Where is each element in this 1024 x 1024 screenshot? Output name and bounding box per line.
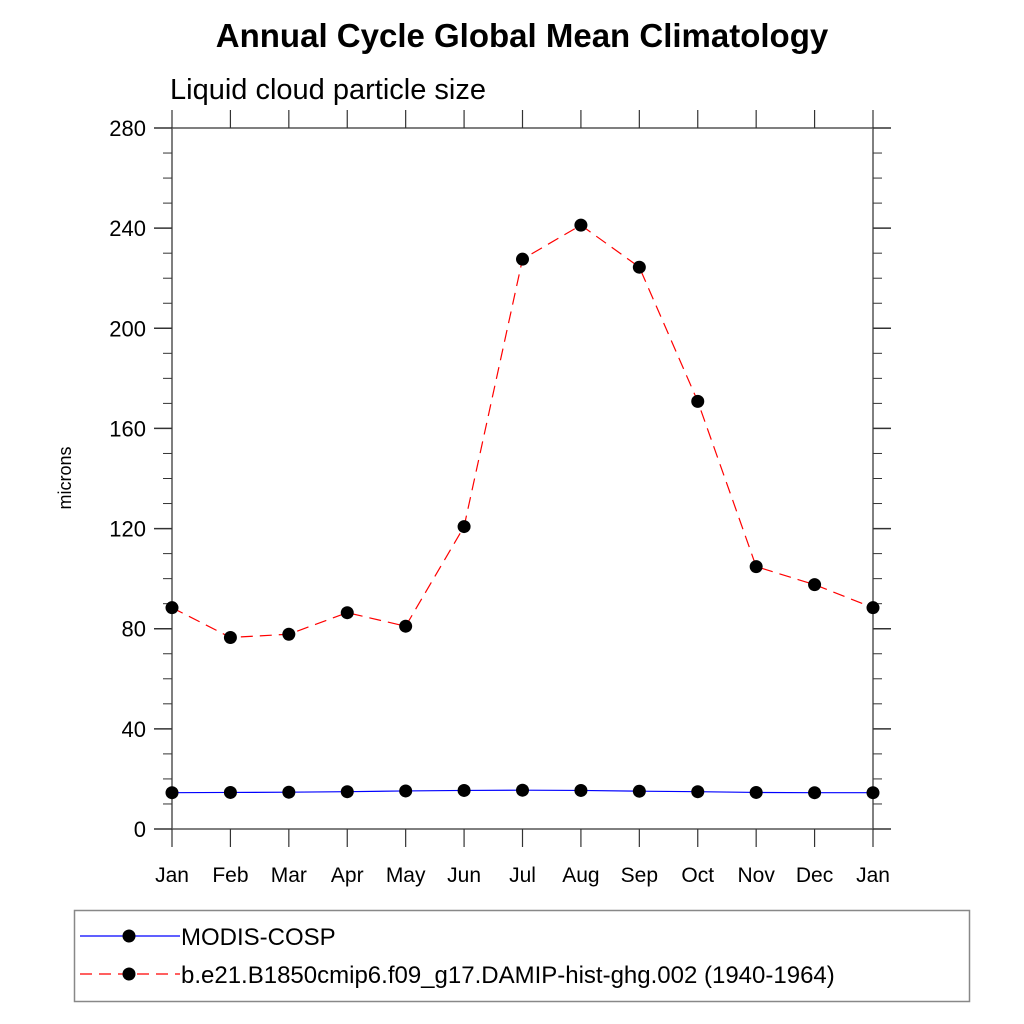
- data-point: [399, 784, 413, 798]
- series-layer: [165, 218, 880, 800]
- legend-marker: [122, 967, 136, 981]
- x-tick-label: Jan: [155, 864, 189, 887]
- x-tick-label: Apr: [331, 864, 364, 887]
- data-point: [808, 786, 822, 800]
- legend-label: b.e21.B1850cmip6.f09_g17.DAMIP-hist-ghg.…: [181, 962, 835, 989]
- data-point: [632, 260, 646, 274]
- data-point: [340, 785, 354, 799]
- y-tick-label: 40: [122, 717, 146, 742]
- chart-title: Annual Cycle Global Mean Climatology: [216, 17, 829, 54]
- x-tick-label: Dec: [796, 864, 833, 887]
- y-axis-ticks: 0 40 80 120 160 200 240 280: [109, 116, 891, 842]
- x-tick-label: Aug: [562, 864, 599, 887]
- x-tick-label: Sep: [621, 864, 658, 887]
- data-point: [282, 785, 296, 799]
- data-point: [165, 601, 179, 615]
- data-point: [866, 601, 880, 615]
- data-point: [574, 783, 588, 797]
- x-tick-label: Jan: [856, 864, 890, 887]
- legend-item: b.e21.B1850cmip6.f09_g17.DAMIP-hist-ghg.…: [80, 962, 835, 989]
- x-tick-label: Feb: [212, 864, 248, 887]
- axes: [171, 127, 874, 830]
- x-tick-label: May: [386, 864, 426, 887]
- x-tick-label: Jul: [509, 864, 536, 887]
- data-point: [691, 394, 705, 408]
- data-point: [282, 627, 296, 641]
- data-point: [632, 784, 646, 798]
- x-tick-label: Nov: [737, 864, 775, 887]
- data-point: [691, 785, 705, 799]
- series-model-run: [165, 218, 880, 644]
- x-tick-label: Jun: [447, 864, 481, 887]
- data-point: [457, 520, 471, 534]
- y-tick-label: 200: [109, 316, 146, 341]
- series-line: [171, 224, 874, 639]
- y-tick-label: 280: [109, 116, 146, 141]
- y-tick-label: 240: [109, 216, 146, 241]
- data-point: [223, 630, 237, 644]
- legend-box: [73, 909, 971, 1003]
- y-tick-label: 80: [122, 617, 146, 642]
- data-point: [340, 606, 354, 620]
- chart-subtitle: Liquid cloud particle size: [170, 74, 486, 106]
- data-point: [574, 218, 588, 232]
- plot-frame: [171, 127, 874, 830]
- y-axis-label: microns: [55, 446, 75, 509]
- data-point: [749, 785, 763, 799]
- data-point: [399, 619, 413, 633]
- data-point: [808, 578, 822, 592]
- data-point: [165, 786, 179, 800]
- legend-marker: [122, 929, 136, 943]
- legend-item: MODIS-COSP: [80, 924, 336, 951]
- data-point: [516, 252, 529, 266]
- data-point: [457, 783, 471, 797]
- y-tick-label: 120: [109, 517, 146, 542]
- legend: MODIS-COSP b.e21.B1850cmip6.f09_g17.DAMIP…: [73, 909, 971, 1003]
- data-point: [223, 785, 237, 799]
- legend-label: MODIS-COSP: [181, 924, 336, 951]
- x-axis-ticks: Jan Feb Mar Apr May Jun Jul Aug Sep Oct Nov Dec Jan: [155, 110, 890, 887]
- y-tick-label: 0: [134, 817, 146, 842]
- x-tick-label: Oct: [681, 864, 714, 887]
- x-tick-label: Mar: [271, 864, 307, 887]
- data-point: [516, 783, 529, 797]
- data-point: [749, 560, 763, 574]
- y-tick-label: 160: [109, 416, 146, 441]
- series-modis-cosp: [165, 783, 880, 800]
- data-point: [866, 786, 880, 800]
